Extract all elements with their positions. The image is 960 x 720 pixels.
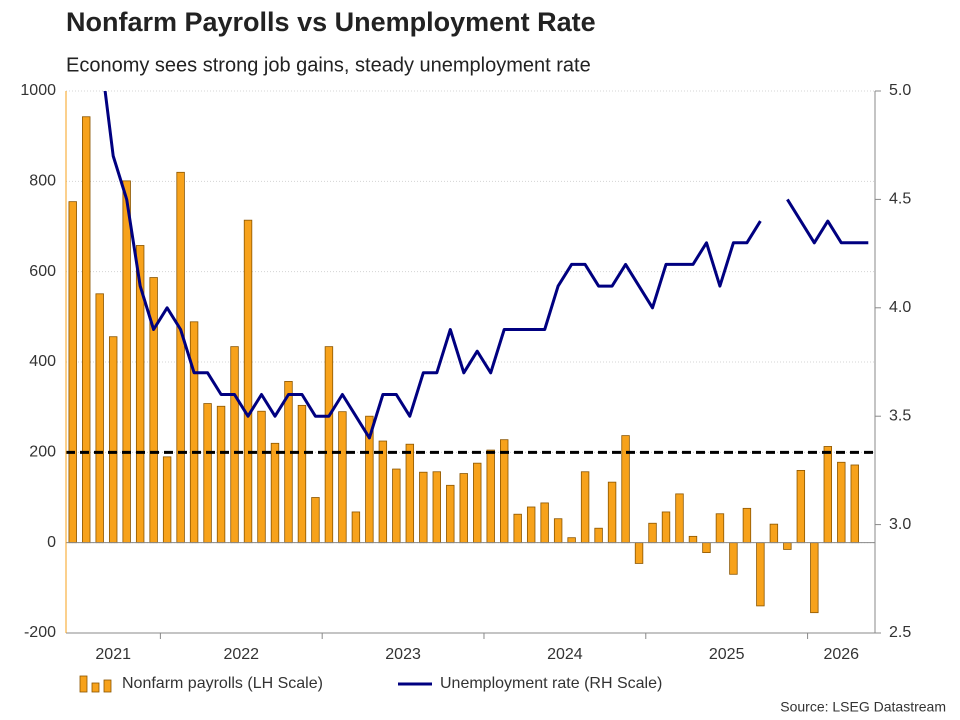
legend-bar-icon: [79, 675, 88, 693]
bar: [607, 481, 617, 544]
y2-tick-label: 4.0: [889, 299, 911, 316]
bar: [513, 513, 522, 544]
bar: [796, 469, 806, 544]
bar: [203, 403, 212, 544]
x-tick-label: 2024: [547, 646, 583, 663]
y-tick-label: 200: [29, 444, 56, 461]
y2-tick-label: 3.0: [889, 516, 911, 533]
bar: [297, 404, 307, 544]
bar: [567, 537, 576, 544]
bar: [95, 293, 104, 544]
bar: [392, 468, 401, 544]
y2-tick-label: 2.5: [889, 624, 911, 641]
x-tick-label: 2021: [95, 646, 131, 663]
bar: [688, 535, 698, 544]
legend-label: Nonfarm payrolls (LH Scale): [122, 675, 323, 692]
legend-bar-icon: [91, 682, 100, 693]
bar: [338, 411, 347, 544]
bar: [270, 442, 280, 544]
bar: [500, 439, 509, 544]
chart-title: Nonfarm Payrolls vs Unemployment Rate: [66, 7, 596, 37]
bar: [486, 449, 495, 544]
legend-label: Unemployment rate (RH Scale): [440, 675, 662, 692]
bar: [68, 201, 77, 544]
bar: [378, 440, 388, 544]
bar: [82, 116, 91, 544]
bar: [351, 511, 361, 544]
bar: [634, 542, 644, 564]
line-layer: [103, 91, 869, 440]
y-tick-label: 800: [29, 173, 56, 190]
bar: [661, 511, 671, 544]
y2-tick-label: 5.0: [889, 82, 911, 99]
bar: [526, 506, 536, 544]
bar: [432, 471, 441, 544]
y-tick-label: 400: [29, 353, 56, 370]
bar: [419, 471, 428, 544]
bar: [189, 321, 199, 544]
axes: 2021 2022 2023 2024 2025 2026 -200 0 200 400 600 80…: [20, 82, 911, 663]
legend: Nonfarm payrolls (LH Scale) Unemployment …: [79, 675, 662, 693]
bar: [702, 542, 711, 554]
legend-bar-icon: [103, 679, 112, 693]
bar: [675, 493, 684, 544]
bar: [473, 462, 482, 544]
bar: [553, 518, 563, 544]
bar: [837, 461, 846, 544]
bar: [810, 542, 819, 614]
bar: [459, 473, 468, 544]
bar: [783, 542, 792, 550]
bar: [243, 219, 253, 544]
bar: [715, 513, 725, 544]
bar: [216, 405, 226, 544]
x-tick-label: 2026: [823, 646, 859, 663]
bar: [257, 410, 266, 544]
y-tick-label: 600: [29, 263, 56, 280]
bar: [284, 381, 293, 544]
bars: [68, 116, 859, 614]
bar: [729, 542, 738, 575]
bar: [769, 523, 779, 544]
y-tick-label: 1000: [20, 82, 56, 99]
bar: [405, 443, 415, 544]
bar: [230, 346, 239, 544]
bar: [742, 507, 752, 544]
bar: [756, 542, 765, 607]
bar: [311, 497, 320, 544]
bar: [108, 336, 118, 544]
y-tick-label: -200: [24, 624, 56, 641]
bar: [122, 180, 131, 544]
bar: [594, 527, 603, 544]
chart-subtitle: Economy sees strong job gains, steady un…: [66, 54, 591, 76]
x-tick-label: 2023: [385, 646, 421, 663]
bar: [446, 484, 455, 544]
bar: [176, 171, 185, 544]
x-tick-label: 2022: [223, 646, 259, 663]
bar: [648, 522, 657, 544]
bar: [162, 456, 172, 544]
bar: [324, 346, 334, 544]
y2-tick-label: 4.5: [889, 191, 911, 208]
x-tick-label: 2025: [709, 646, 745, 663]
bar: [850, 464, 859, 544]
bar: [823, 446, 833, 544]
unemployment-line: [103, 91, 869, 440]
source: Source: LSEG Datastream: [780, 699, 946, 715]
y-tick-label: 0: [47, 534, 56, 551]
bar: [540, 502, 549, 544]
y2-tick-label: 3.5: [889, 407, 911, 424]
bar: [580, 471, 590, 544]
